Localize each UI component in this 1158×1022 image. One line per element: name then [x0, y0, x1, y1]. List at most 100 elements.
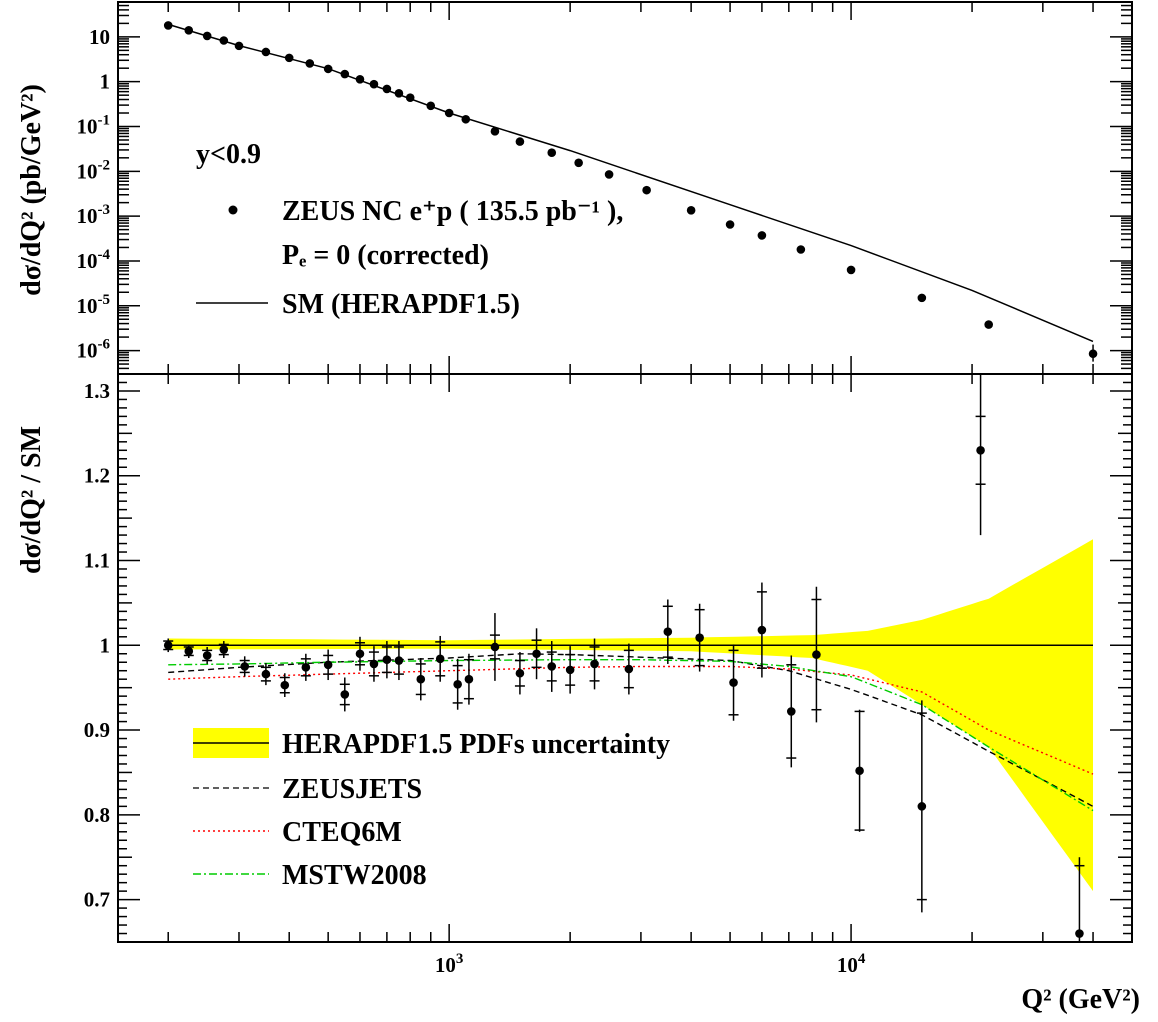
ratio-data-point [300, 653, 311, 681]
ratio-data-point [163, 638, 174, 653]
top-data-marker [202, 31, 212, 41]
x-axis-label: Q² (GeV²) [1021, 984, 1140, 1015]
top-data-marker [394, 89, 404, 98]
ratio-data-marker [219, 645, 229, 654]
top-data-marker [1088, 349, 1098, 359]
ratio-data-marker [695, 633, 704, 642]
top-data-point [642, 185, 651, 195]
bottom-y-tick-label: 1.3 [84, 379, 110, 403]
ratio-data-point [916, 700, 927, 913]
ratio-data-point [368, 646, 379, 682]
ratio-data-marker [261, 669, 271, 679]
top-data-point [261, 47, 271, 57]
top-data-point [574, 158, 583, 168]
ratio-data-marker [515, 668, 525, 678]
top-data-marker [604, 170, 614, 179]
bottom-y-tick-label: 1.2 [84, 464, 110, 488]
legend-label-herapdf: HERAPDF1.5 PDFs uncertainty [282, 729, 670, 760]
ratio-data-point [1074, 857, 1085, 942]
top-y-tick-label: 10-2 [77, 157, 111, 183]
ratio-data-marker [729, 678, 738, 687]
top-y-axis-label: dσ/dQ² (pb/GeV²) [16, 84, 47, 296]
top-data-marker [184, 26, 194, 35]
ratio-data-point [662, 599, 673, 664]
top-data-marker [642, 185, 651, 195]
ratio-data-point [565, 646, 576, 694]
bottom-y-tick-label: 0.8 [84, 803, 110, 827]
ratio-data-marker [547, 662, 557, 671]
top-panel-frame [117, 1, 1133, 375]
ratio-data-marker [464, 674, 474, 684]
top-data-point [686, 205, 696, 215]
top-data-point [917, 293, 927, 303]
top-y-tick-label: 10-3 [77, 202, 111, 228]
top-data-marker [284, 53, 294, 63]
top-data-point [405, 93, 415, 102]
top-data-point [355, 75, 365, 84]
top-data-marker [574, 158, 583, 168]
top-y-tick-label: 1 [100, 70, 111, 94]
ratio-data-marker [280, 680, 290, 690]
top-data-point [323, 64, 333, 74]
top-data-marker [796, 245, 806, 254]
ratio-data-point [279, 673, 290, 697]
top-data-point [394, 89, 404, 98]
ratio-data-point [218, 641, 229, 658]
top-data-point [305, 59, 315, 68]
ratio-data-point [463, 653, 474, 705]
top-data-points [163, 21, 1098, 362]
top-data-marker [917, 293, 927, 303]
ratio-data-marker [355, 649, 365, 659]
ratio-data-marker [855, 766, 864, 776]
ratio-data-marker [301, 663, 311, 672]
top-y-tick-label: 10-5 [77, 292, 111, 318]
top-data-point [340, 69, 350, 79]
axis-tick-labels: 10-6 10-5 10-4 10-3 10-2 10-1 1 10 0.7 0.8 0.9 1 1.1… [77, 25, 866, 977]
ratio-data-marker [435, 654, 445, 664]
ratio-data-point [531, 628, 542, 680]
ratio-data-point [811, 586, 822, 723]
ratio-data-point [589, 638, 600, 690]
ratio-data-point [323, 649, 334, 681]
top-data-marker [426, 101, 436, 111]
ratio-data-marker [416, 674, 426, 684]
ratio-data-marker [163, 640, 173, 650]
ratio-data-point [202, 646, 213, 664]
ratio-data-point [489, 613, 500, 681]
top-data-marker [757, 231, 767, 240]
x-tick-label: 104 [837, 951, 866, 977]
ratio-data-point [975, 374, 986, 536]
top-data-marker [846, 265, 856, 275]
top-data-marker [234, 41, 244, 51]
top-data-marker [369, 79, 379, 89]
top-data-point [846, 265, 856, 275]
top-data-marker [984, 320, 993, 329]
ratio-data-point [354, 636, 365, 671]
cteq6m-curve [168, 665, 1094, 775]
top-data-point [725, 220, 735, 229]
top-data-marker [355, 75, 365, 84]
ratio-data-point [415, 658, 426, 701]
legend-label-zeusjets: ZEUSJETS [282, 774, 422, 805]
ratio-data-point [381, 641, 392, 679]
top-data-point [515, 137, 525, 146]
top-legend-data-label-2: Pₑ = 0 (corrected) [282, 240, 489, 271]
top-data-marker [323, 64, 333, 74]
top-y-tick-label: 10-6 [77, 337, 111, 363]
top-data-point [604, 170, 614, 179]
top-data-marker [261, 47, 271, 57]
top-data-marker [382, 84, 392, 94]
top-data-marker [686, 205, 696, 215]
ratio-data-point [786, 655, 797, 768]
ratio-data-point [546, 641, 557, 692]
ratio-data-marker [786, 707, 796, 716]
top-data-point [284, 53, 294, 63]
ratio-data-marker [369, 659, 379, 669]
ratio-data-point [623, 643, 634, 695]
bottom-y-tick-label: 0.9 [84, 718, 110, 742]
top-data-point [461, 114, 471, 124]
top-data-marker [405, 93, 415, 102]
top-data-marker [219, 36, 229, 45]
ratio-data-marker [453, 679, 462, 689]
